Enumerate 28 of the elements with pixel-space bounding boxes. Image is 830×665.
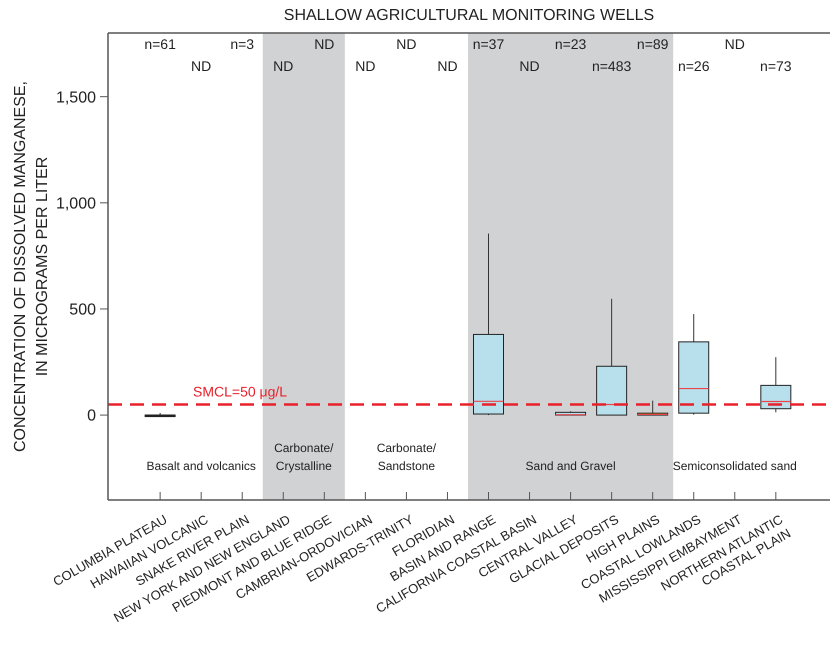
annotation: Carbonate/ Sandstone: [376, 441, 437, 473]
annotation: ND: [519, 58, 540, 74]
annotation: n=37: [472, 36, 504, 52]
annotation: ND: [437, 58, 458, 74]
band-label: Carbonate/ Crystalline: [274, 441, 334, 473]
annotation: ND: [273, 58, 294, 74]
annotation: Semiconsolidated sand: [672, 459, 797, 473]
y-tick-label: 500: [69, 302, 96, 319]
annotation: ND: [396, 36, 417, 52]
annotation: n=61: [144, 36, 176, 52]
annotation: n=483: [592, 58, 632, 74]
annotation: n=3: [230, 36, 254, 52]
annotation: n=73: [760, 58, 792, 74]
annotation: ND: [314, 36, 334, 52]
annotation: ND: [724, 36, 745, 52]
y-tick-label: 1,000: [56, 195, 96, 212]
y-tick-label: 0: [87, 408, 96, 425]
y-tick-label: 1,500: [56, 89, 96, 106]
band-label: Sand and Gravel: [526, 459, 616, 473]
annotation: ND: [355, 58, 376, 74]
ref-line-label: SMCL=50 μg/L: [193, 383, 288, 400]
annotation: n=23: [554, 36, 587, 52]
y-axis-title: CONCENTRATION OF DISSOLVED MANGANESE, IN MICROGRAMS PER LITER: [12, 80, 51, 452]
annotation: Basalt and volcanics: [146, 459, 256, 473]
chart-title: SHALLOW AGRICULTURAL MONITORING WELLS: [284, 7, 654, 24]
annotation: n=89: [636, 36, 669, 52]
annotation: n=26: [678, 58, 710, 74]
annotation: ND: [191, 58, 212, 74]
